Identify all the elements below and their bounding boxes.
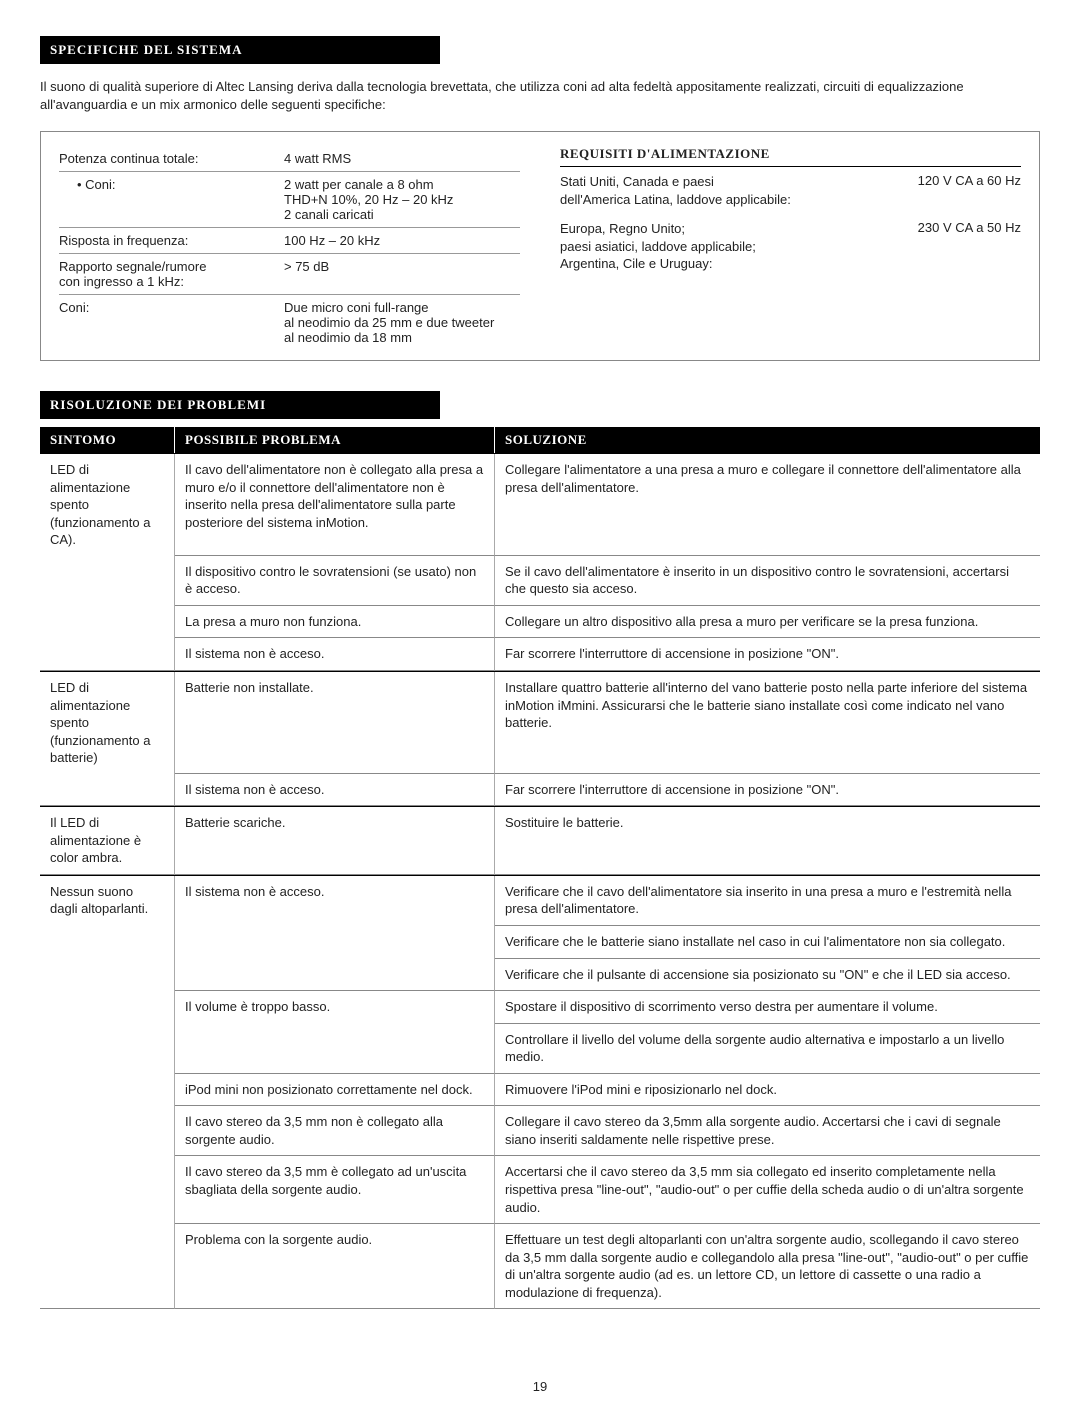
problem-cell: Il dispositivo contro le sovratensioni (… xyxy=(175,556,495,606)
problem-cell: Il sistema non è acceso. xyxy=(175,774,495,807)
req-region: Europa, Regno Unito;paesi asiatici, ladd… xyxy=(560,220,756,273)
problem-cell xyxy=(175,926,495,959)
trouble-row: Verificare che il pulsante di accensione… xyxy=(40,959,1040,992)
spec-box: Potenza continua totale:4 watt RMS• Coni… xyxy=(40,131,1040,361)
intro-text: Il suono di qualità superiore di Altec L… xyxy=(40,78,1040,113)
spec-row: Risposta in frequenza:100 Hz – 20 kHz xyxy=(59,228,520,254)
symptom-cell: Nessun suono dagli altoparlanti. xyxy=(40,876,175,926)
trouble-row: LED di alimentazione spento (funzionamen… xyxy=(40,671,1040,774)
trouble-row: Il dispositivo contro le sovratensioni (… xyxy=(40,556,1040,606)
solution-cell: Accertarsi che il cavo stereo da 3,5 mm … xyxy=(495,1156,1040,1224)
solution-cell: Installare quattro batterie all'interno … xyxy=(495,672,1040,774)
spec-value: > 75 dB xyxy=(284,259,520,289)
trouble-row: Il sistema non è acceso.Far scorrere l'i… xyxy=(40,774,1040,807)
symptom-cell xyxy=(40,1024,175,1074)
spec-value: 4 watt RMS xyxy=(284,151,520,166)
req-heading: REQUISITI D'ALIMENTAZIONE xyxy=(560,146,1021,167)
symptom-cell: LED di alimentazione spento (funzionamen… xyxy=(40,672,175,774)
spec-value: 2 watt per canale a 8 ohmTHD+N 10%, 20 H… xyxy=(284,177,520,222)
problem-cell xyxy=(175,1024,495,1074)
spec-value: Due micro coni full-rangeal neodimio da … xyxy=(284,300,520,345)
trouble-row: Il LED di alimentazione è color ambra.Ba… xyxy=(40,806,1040,875)
problem-cell: Il sistema non è acceso. xyxy=(175,876,495,926)
req-row: Stati Uniti, Canada e paesidell'America … xyxy=(560,173,1021,208)
trouble-body: LED di alimentazione spento (funzionamen… xyxy=(40,453,1040,1309)
solution-cell: Far scorrere l'interruttore di accension… xyxy=(495,774,1040,807)
problem-cell: Batterie non installate. xyxy=(175,672,495,774)
spec-label: Rapporto segnale/rumorecon ingresso a 1 … xyxy=(59,259,284,289)
problem-cell: iPod mini non posizionato correttamente … xyxy=(175,1074,495,1107)
problem-cell: Batterie scariche. xyxy=(175,807,495,875)
solution-cell: Se il cavo dell'alimentatore è inserito … xyxy=(495,556,1040,606)
symptom-cell xyxy=(40,959,175,992)
power-requirements: REQUISITI D'ALIMENTAZIONE Stati Uniti, C… xyxy=(560,146,1021,350)
solution-cell: Far scorrere l'interruttore di accension… xyxy=(495,638,1040,671)
problem-cell: Il cavo stereo da 3,5 mm è collegato ad … xyxy=(175,1156,495,1224)
problem-cell: Il sistema non è acceso. xyxy=(175,638,495,671)
solution-cell: Collegare un altro dispositivo alla pres… xyxy=(495,606,1040,639)
spec-row: Rapporto segnale/rumorecon ingresso a 1 … xyxy=(59,254,520,295)
symptom-cell: LED di alimentazione spento (funzionamen… xyxy=(40,454,175,556)
trouble-row: Nessun suono dagli altoparlanti.Il siste… xyxy=(40,875,1040,926)
spec-row: • Coni:2 watt per canale a 8 ohmTHD+N 10… xyxy=(59,172,520,228)
symptom-cell: Il LED di alimentazione è color ambra. xyxy=(40,807,175,875)
spec-row: Coni:Due micro coni full-rangeal neodimi… xyxy=(59,295,520,350)
solution-cell: Sostituire le batterie. xyxy=(495,807,1040,875)
trouble-row: Problema con la sorgente audio.Effettuar… xyxy=(40,1224,1040,1309)
req-region: Stati Uniti, Canada e paesidell'America … xyxy=(560,173,791,208)
solution-cell: Verificare che il cavo dell'alimentatore… xyxy=(495,876,1040,926)
spec-label: Potenza continua totale: xyxy=(59,151,284,166)
spec-label: Coni: xyxy=(59,300,284,345)
symptom-cell xyxy=(40,1156,175,1224)
req-value: 230 V CA a 50 Hz xyxy=(918,220,1021,273)
section-heading-trouble: RISOLUZIONE DEI PROBLEMI xyxy=(40,391,440,419)
spec-table: Potenza continua totale:4 watt RMS• Coni… xyxy=(59,146,520,350)
symptom-cell xyxy=(40,638,175,671)
solution-cell: Rimuovere l'iPod mini e riposizionarlo n… xyxy=(495,1074,1040,1107)
problem-cell: Il cavo dell'alimentatore non è collegat… xyxy=(175,454,495,556)
problem-cell: La presa a muro non funziona. xyxy=(175,606,495,639)
symptom-cell xyxy=(40,991,175,1024)
trouble-row: Il volume è troppo basso.Spostare il dis… xyxy=(40,991,1040,1024)
trouble-row: Il cavo stereo da 3,5 mm non è collegato… xyxy=(40,1106,1040,1156)
trouble-row: iPod mini non posizionato correttamente … xyxy=(40,1074,1040,1107)
symptom-cell xyxy=(40,606,175,639)
problem-cell: Il volume è troppo basso. xyxy=(175,991,495,1024)
spec-value: 100 Hz – 20 kHz xyxy=(284,233,520,248)
req-value: 120 V CA a 60 Hz xyxy=(918,173,1021,208)
th-problem: POSSIBILE PROBLEMA xyxy=(175,427,495,453)
section-heading-specs: SPECIFICHE DEL SISTEMA xyxy=(40,36,440,64)
th-solution: SOLUZIONE xyxy=(495,427,1040,453)
problem-cell: Problema con la sorgente audio. xyxy=(175,1224,495,1309)
symptom-cell xyxy=(40,926,175,959)
problem-cell xyxy=(175,959,495,992)
page-number: 19 xyxy=(40,1379,1040,1394)
symptom-cell xyxy=(40,774,175,807)
solution-cell: Controllare il livello del volume della … xyxy=(495,1024,1040,1074)
spec-label: Risposta in frequenza: xyxy=(59,233,284,248)
trouble-row: Verificare che le batterie siano install… xyxy=(40,926,1040,959)
problem-cell: Il cavo stereo da 3,5 mm non è collegato… xyxy=(175,1106,495,1156)
th-symptom: SINTOMO xyxy=(40,427,175,453)
trouble-header: SINTOMO POSSIBILE PROBLEMA SOLUZIONE xyxy=(40,427,1040,453)
solution-cell: Collegare l'alimentatore a una presa a m… xyxy=(495,454,1040,556)
solution-cell: Spostare il dispositivo di scorrimento v… xyxy=(495,991,1040,1024)
trouble-row: La presa a muro non funziona.Collegare u… xyxy=(40,606,1040,639)
symptom-cell xyxy=(40,1074,175,1107)
symptom-cell xyxy=(40,1224,175,1309)
symptom-cell xyxy=(40,1106,175,1156)
solution-cell: Effettuare un test degli altoparlanti co… xyxy=(495,1224,1040,1309)
trouble-row: Il sistema non è acceso.Far scorrere l'i… xyxy=(40,638,1040,671)
solution-cell: Collegare il cavo stereo da 3,5mm alla s… xyxy=(495,1106,1040,1156)
spec-label: • Coni: xyxy=(59,177,284,222)
req-row: Europa, Regno Unito;paesi asiatici, ladd… xyxy=(560,220,1021,273)
spec-row: Potenza continua totale:4 watt RMS xyxy=(59,146,520,172)
symptom-cell xyxy=(40,556,175,606)
trouble-row: Il cavo stereo da 3,5 mm è collegato ad … xyxy=(40,1156,1040,1224)
solution-cell: Verificare che il pulsante di accensione… xyxy=(495,959,1040,992)
trouble-row: Controllare il livello del volume della … xyxy=(40,1024,1040,1074)
solution-cell: Verificare che le batterie siano install… xyxy=(495,926,1040,959)
trouble-row: LED di alimentazione spento (funzionamen… xyxy=(40,453,1040,556)
